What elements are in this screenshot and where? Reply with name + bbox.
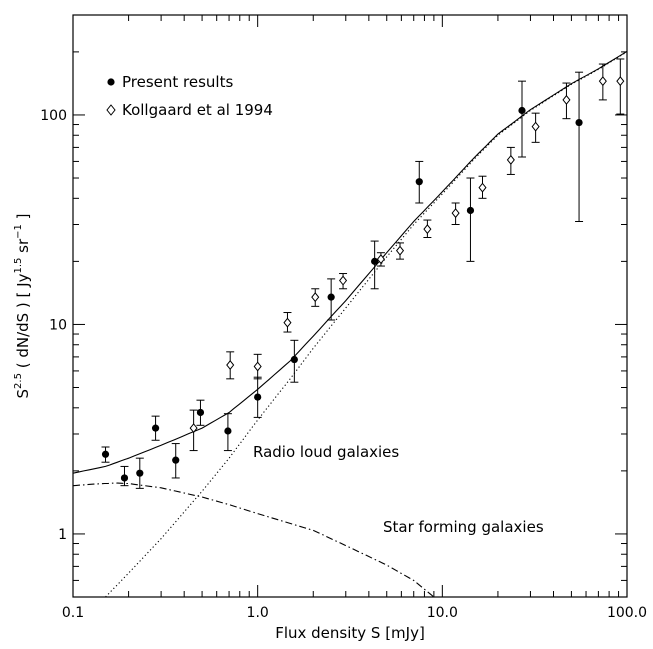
legend-label-present: Present results bbox=[122, 73, 233, 91]
kollgaard-point bbox=[283, 317, 292, 328]
kollgaard-point bbox=[506, 154, 515, 165]
y-tick-label: 100 bbox=[40, 108, 67, 124]
present-results-point bbox=[136, 469, 144, 477]
present-results-point bbox=[466, 206, 475, 215]
annotation-star-forming: Star forming galaxies bbox=[383, 518, 544, 536]
kollgaard-point bbox=[616, 76, 625, 87]
kollgaard-point bbox=[598, 76, 607, 87]
axis-ticks: 0.1 1.0 10.0 100.0 1 10 100 bbox=[40, 14, 647, 621]
x-tick-label: 0.1 bbox=[62, 605, 84, 621]
legend-label-kollgaard: Kollgaard et al 1994 bbox=[122, 101, 273, 119]
present-results-point bbox=[196, 408, 205, 417]
kollgaard-point bbox=[253, 361, 262, 372]
x-axis-title: Flux density S [mJy] bbox=[275, 624, 425, 642]
y-axis-title-sup1: 2.5 bbox=[13, 373, 24, 389]
present-results-point bbox=[371, 257, 379, 265]
y-axis-title-sup2: 1.5 bbox=[13, 258, 24, 274]
annotation-radio-loud: Radio loud galaxies bbox=[253, 443, 399, 461]
present-results-point bbox=[415, 178, 423, 186]
data-markers bbox=[101, 76, 625, 482]
kollgaard-point bbox=[311, 292, 320, 303]
legend-marker-present bbox=[107, 78, 115, 86]
present-results-point bbox=[290, 355, 298, 364]
present-results-point bbox=[224, 427, 232, 435]
y-tick-label: 1 bbox=[58, 527, 67, 543]
y-axis-title-sup3: −1 bbox=[13, 224, 24, 239]
x-tick-label: 100.0 bbox=[607, 605, 647, 621]
legend: Present results Kollgaard et al 1994 bbox=[106, 73, 273, 119]
kollgaard-point bbox=[226, 360, 235, 371]
y-axis-title-base: S bbox=[14, 389, 32, 399]
model-curves bbox=[73, 50, 627, 597]
present-results-point bbox=[254, 393, 262, 401]
total-model-curve bbox=[73, 50, 627, 474]
x-tick-label: 10.0 bbox=[427, 605, 458, 621]
present-results-point bbox=[172, 456, 180, 464]
star-forming-curve bbox=[73, 482, 435, 597]
kollgaard-point bbox=[395, 245, 405, 256]
kollgaard-point bbox=[562, 94, 571, 105]
y-axis-title: S2.5 ( dN/dS ) [ Jy1.5 sr−1 ] bbox=[13, 213, 32, 398]
y-axis-title-end: ] bbox=[14, 213, 32, 224]
error-bars bbox=[101, 58, 625, 489]
present-results-point bbox=[518, 106, 526, 115]
kollgaard-point bbox=[376, 254, 385, 265]
x-tick-label: 1.0 bbox=[247, 605, 269, 621]
y-axis-title-mid: ( dN/dS ) [ Jy bbox=[14, 273, 32, 373]
legend-marker-kollgaard bbox=[106, 104, 116, 116]
kollgaard-point bbox=[478, 182, 487, 193]
present-results-point bbox=[120, 474, 129, 482]
kollgaard-point bbox=[531, 121, 540, 132]
kollgaard-point bbox=[189, 423, 198, 434]
present-results-point bbox=[327, 293, 335, 301]
plot-frame bbox=[72, 14, 628, 598]
kollgaard-point bbox=[339, 275, 348, 286]
y-axis-title-mid2: sr bbox=[14, 238, 32, 258]
kollgaard-point bbox=[423, 224, 432, 235]
present-results-point bbox=[575, 118, 583, 127]
radio-loud-curve bbox=[105, 51, 627, 597]
y-tick-label: 10 bbox=[49, 317, 67, 333]
present-results-point bbox=[101, 450, 110, 458]
kollgaard-point bbox=[451, 208, 460, 219]
present-results-point bbox=[151, 424, 160, 432]
